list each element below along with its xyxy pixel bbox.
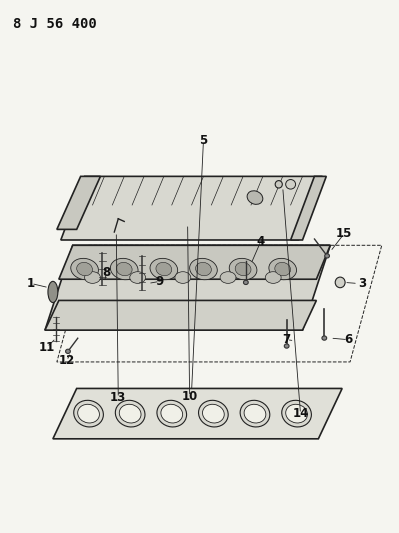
Text: 13: 13 [110,392,126,405]
Ellipse shape [117,262,132,276]
Polygon shape [45,301,316,330]
Text: 11: 11 [39,341,55,353]
Polygon shape [290,176,326,240]
Ellipse shape [282,400,311,427]
Ellipse shape [335,277,345,288]
Ellipse shape [156,262,172,276]
Ellipse shape [71,259,99,280]
Ellipse shape [196,262,211,276]
Polygon shape [61,176,322,240]
Ellipse shape [240,400,270,427]
Ellipse shape [150,259,178,280]
Ellipse shape [229,259,257,280]
Ellipse shape [265,272,281,284]
Ellipse shape [275,262,290,276]
Polygon shape [57,176,101,229]
Ellipse shape [78,405,99,423]
Text: 3: 3 [358,277,366,290]
Polygon shape [53,389,342,439]
Ellipse shape [244,405,266,423]
Ellipse shape [286,180,296,189]
Ellipse shape [175,272,191,284]
Ellipse shape [157,400,187,427]
Text: 14: 14 [292,407,309,421]
Ellipse shape [284,344,289,348]
Text: 9: 9 [156,275,164,288]
Ellipse shape [235,262,251,276]
Ellipse shape [119,405,141,423]
Ellipse shape [247,191,263,204]
Ellipse shape [322,336,327,340]
Ellipse shape [243,280,248,285]
Text: 4: 4 [257,235,265,247]
Ellipse shape [325,254,330,258]
Ellipse shape [85,272,101,284]
Ellipse shape [161,405,183,423]
Ellipse shape [199,400,228,427]
Text: 5: 5 [200,134,207,147]
Ellipse shape [203,405,224,423]
Ellipse shape [111,259,138,280]
Ellipse shape [65,349,70,353]
Text: 1: 1 [27,277,35,290]
Ellipse shape [275,181,282,188]
Ellipse shape [48,281,58,303]
Ellipse shape [286,405,308,423]
Text: 12: 12 [59,354,75,367]
Ellipse shape [130,272,146,284]
Ellipse shape [74,400,103,427]
Text: 10: 10 [182,390,198,403]
Polygon shape [59,245,330,279]
Ellipse shape [190,259,217,280]
Ellipse shape [115,400,145,427]
Ellipse shape [77,262,93,276]
Text: 6: 6 [344,333,352,346]
Text: 8 J 56 400: 8 J 56 400 [13,17,97,31]
Polygon shape [45,245,330,330]
Ellipse shape [220,272,236,284]
Ellipse shape [269,259,296,280]
Text: 7: 7 [282,333,291,346]
Text: 15: 15 [336,227,352,240]
Text: 8: 8 [102,266,111,279]
